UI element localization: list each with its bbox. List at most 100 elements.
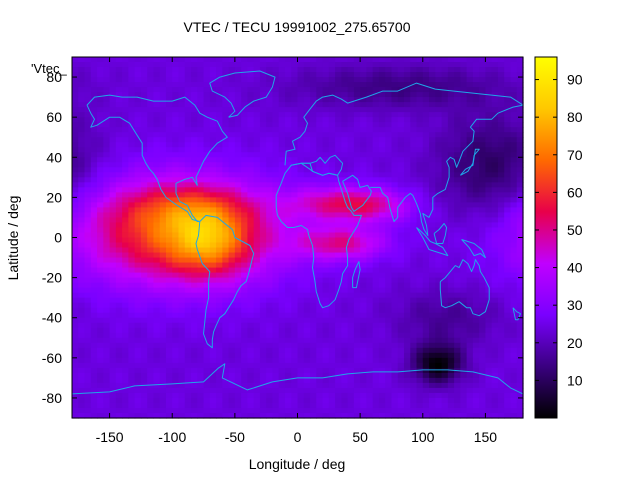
heatmap-cell xyxy=(203,62,211,68)
heatmap-cell xyxy=(385,232,393,239)
heatmap-cell xyxy=(247,227,255,234)
heatmap-cell xyxy=(259,322,267,329)
heatmap-cell xyxy=(303,97,311,103)
heatmap-cell xyxy=(366,322,374,329)
heatmap-cell xyxy=(353,247,361,254)
heatmap-cell xyxy=(366,347,374,354)
heatmap-cell xyxy=(479,242,487,249)
heatmap-cell xyxy=(147,362,155,369)
heatmap-cell xyxy=(335,367,342,374)
heatmap-cell xyxy=(278,397,286,404)
heatmap-cell xyxy=(115,237,123,244)
heatmap-cell xyxy=(259,307,267,314)
heatmap-cell xyxy=(516,222,524,229)
heatmap-cell xyxy=(197,92,205,98)
heatmap-cell xyxy=(366,87,374,93)
heatmap-cell xyxy=(191,387,198,394)
heatmap-cell xyxy=(460,212,468,219)
heatmap-cell xyxy=(203,92,211,98)
heatmap-cell xyxy=(410,187,418,193)
heatmap-cell xyxy=(253,77,261,83)
heatmap-cell xyxy=(97,262,104,269)
heatmap-cell xyxy=(153,127,161,133)
heatmap-cell xyxy=(115,242,123,249)
heatmap-cell xyxy=(222,182,230,188)
heatmap-cell xyxy=(97,57,104,63)
heatmap-cell xyxy=(147,217,155,224)
heatmap-cell xyxy=(353,162,361,168)
heatmap-cell xyxy=(316,267,324,274)
heatmap-cell xyxy=(247,232,255,239)
heatmap-cell xyxy=(447,87,455,93)
heatmap-cell xyxy=(391,107,399,113)
heatmap-cell xyxy=(78,277,86,284)
heatmap-cell xyxy=(241,252,248,259)
heatmap-cell xyxy=(97,277,104,284)
heatmap-cell xyxy=(90,262,98,269)
heatmap-cell xyxy=(397,67,405,73)
heatmap-cell xyxy=(510,272,518,279)
heatmap-cell xyxy=(347,147,355,153)
heatmap-cell xyxy=(416,287,424,294)
heatmap-cell xyxy=(122,237,129,244)
heatmap-cell xyxy=(310,212,317,219)
heatmap-cell xyxy=(78,142,86,148)
heatmap-cell xyxy=(128,192,136,198)
heatmap-cell xyxy=(172,342,180,349)
heatmap-cell xyxy=(241,262,248,269)
heatmap-cell xyxy=(435,172,443,178)
heatmap-cell xyxy=(322,322,330,329)
heatmap-cell xyxy=(491,192,499,198)
heatmap-cell xyxy=(510,267,518,274)
heatmap-cell xyxy=(316,357,324,364)
heatmap-cell xyxy=(335,257,342,264)
heatmap-cell xyxy=(153,312,161,319)
heatmap-cell xyxy=(216,352,223,359)
heatmap-cell xyxy=(228,207,236,214)
heatmap-cell xyxy=(353,102,361,108)
heatmap-cell xyxy=(422,362,430,369)
heatmap-cell xyxy=(378,387,386,394)
heatmap-cell xyxy=(328,342,336,349)
heatmap-cell xyxy=(84,82,92,88)
heatmap-cell xyxy=(391,187,399,193)
heatmap-cell xyxy=(347,167,355,173)
heatmap-cell xyxy=(253,332,261,339)
heatmap-cell xyxy=(385,262,393,269)
heatmap-cell xyxy=(234,362,242,369)
heatmap-cell xyxy=(122,172,129,178)
heatmap-cell xyxy=(278,247,286,254)
heatmap-cell xyxy=(278,82,286,88)
heatmap-cell xyxy=(341,132,349,138)
heatmap-cell xyxy=(378,292,386,299)
heatmap-cell xyxy=(410,342,418,349)
heatmap-cell xyxy=(472,197,480,203)
heatmap-cell xyxy=(203,192,211,198)
heatmap-cell xyxy=(303,367,311,374)
heatmap-cell xyxy=(416,182,424,188)
heatmap-cell xyxy=(72,377,79,384)
heatmap-cell xyxy=(216,367,223,374)
heatmap-cell xyxy=(84,317,92,324)
heatmap-cell xyxy=(391,147,399,153)
heatmap-cell xyxy=(378,367,386,374)
heatmap-cell xyxy=(172,252,180,259)
heatmap-cell xyxy=(378,347,386,354)
heatmap-cell xyxy=(322,147,330,153)
heatmap-cell xyxy=(247,212,255,219)
heatmap-cell xyxy=(422,207,430,214)
heatmap-cell xyxy=(516,227,524,234)
heatmap-cell xyxy=(441,377,449,384)
heatmap-cell xyxy=(184,62,192,68)
heatmap-cell xyxy=(90,362,98,369)
heatmap-cell xyxy=(159,62,167,68)
heatmap-cell xyxy=(454,222,461,229)
heatmap-cell xyxy=(228,402,236,409)
heatmap-cell xyxy=(310,192,317,198)
heatmap-cell xyxy=(90,312,98,319)
heatmap-cell xyxy=(353,122,361,128)
heatmap-cell xyxy=(184,222,192,229)
heatmap-cell xyxy=(97,152,104,158)
heatmap-cell xyxy=(178,242,186,249)
heatmap-cell xyxy=(247,102,255,108)
